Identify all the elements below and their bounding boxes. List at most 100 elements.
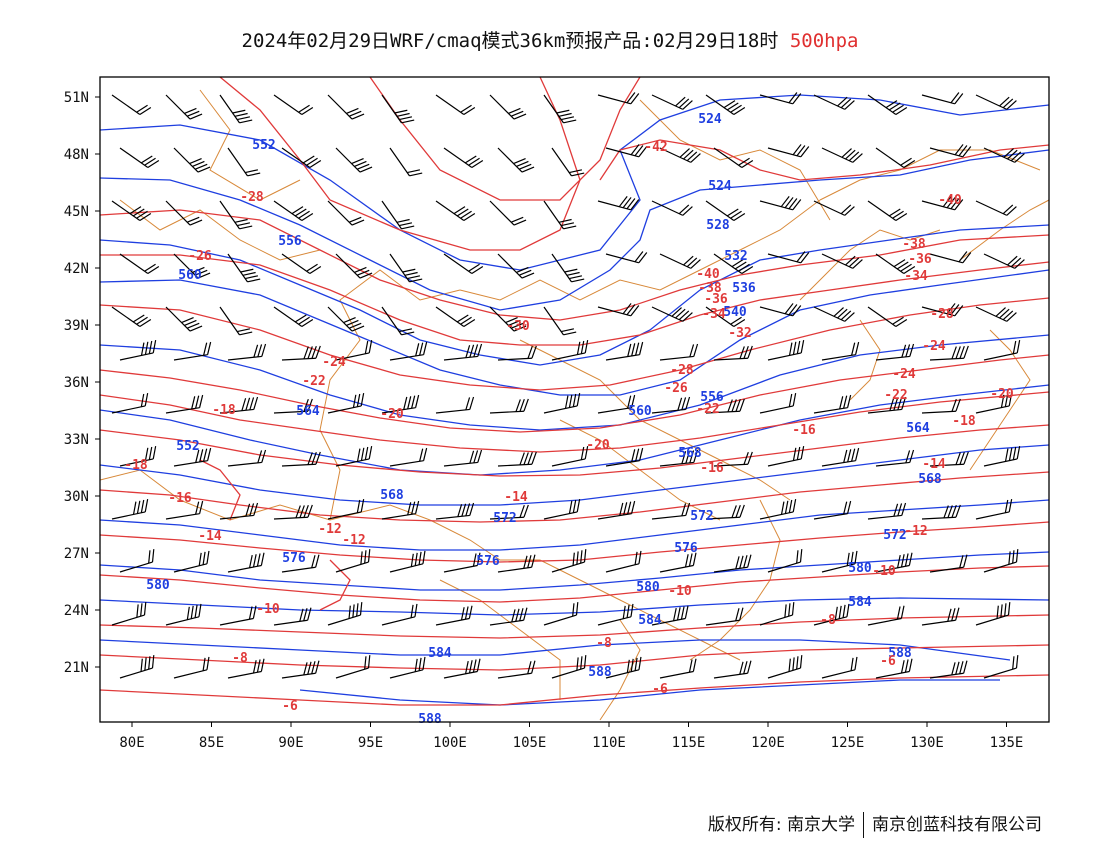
wind-barb	[813, 394, 852, 414]
contour-label: 560	[628, 404, 652, 419]
wind-barb	[975, 393, 1013, 414]
wind-barb	[543, 602, 579, 626]
contour-label: -24	[922, 339, 946, 354]
wind-barb	[435, 396, 475, 414]
wind-barb	[713, 147, 754, 169]
wind-barb	[227, 449, 267, 467]
wind-barb	[921, 504, 961, 520]
wind-barb	[111, 200, 152, 222]
wind-barb	[443, 253, 484, 275]
lon-tick-label: 120E	[751, 735, 785, 751]
wind-barb	[443, 552, 481, 573]
wind-barb	[335, 655, 371, 679]
title-main: 2024年02月29日WRF/cmaq模式36km预报产品:02月29日18时	[241, 30, 779, 52]
wind-barb	[273, 607, 312, 626]
wind-barb	[173, 656, 210, 679]
contour-label: -38	[698, 281, 722, 296]
contour-label: -16	[700, 461, 724, 476]
contour-label: -42	[644, 140, 667, 155]
wind-barb	[165, 306, 203, 332]
lon-tick-label: 135E	[990, 735, 1024, 751]
wind-barb	[651, 306, 693, 322]
contour-label: 568	[678, 446, 702, 461]
contour-label: -16	[792, 423, 816, 438]
copyright-right: 南京创蓝科技有限公司	[872, 815, 1042, 835]
wind-barb	[327, 306, 365, 332]
wind-barb	[983, 549, 1019, 573]
contour-label: 576	[674, 541, 698, 556]
wind-barb	[597, 394, 636, 414]
wind-barb	[227, 552, 265, 573]
lat-tick-label: 30N	[64, 489, 89, 505]
contour-label: 576	[476, 554, 500, 569]
wind-barb	[551, 253, 585, 283]
contour-label: -26	[664, 381, 688, 396]
contour-label: 524	[698, 112, 722, 127]
temperature-contour-labels: -42-40-38-36-34-32-30-28-28-26-26-24-24-…	[124, 140, 1014, 714]
wind-barb	[227, 343, 267, 361]
wind-barb	[335, 147, 373, 173]
wind-barb	[165, 500, 204, 520]
wind-barb	[219, 502, 259, 520]
contour-label: -6	[282, 699, 298, 714]
wind-barb	[497, 345, 537, 361]
height-contours	[100, 94, 1049, 706]
wind-barb	[651, 396, 691, 414]
wind-barb	[605, 341, 644, 361]
lat-tick-label: 33N	[64, 432, 89, 448]
wind-barb	[605, 144, 648, 158]
wind-barb	[165, 200, 203, 226]
contour-label: -20	[380, 407, 404, 422]
wind-barb	[713, 451, 753, 467]
contour-label: 572	[690, 509, 713, 524]
wind-barb	[929, 345, 969, 361]
contour-label: -12	[318, 522, 341, 537]
wind-barb	[929, 660, 968, 679]
lat-tick-label: 42N	[64, 261, 89, 277]
wind-barb	[875, 147, 916, 169]
lon-tick-label: 85E	[199, 735, 224, 751]
wind-barb	[659, 343, 699, 361]
wind-barb	[605, 550, 642, 573]
wind-barb	[875, 552, 913, 573]
wind-barb	[219, 396, 259, 414]
contour-label: 524	[708, 179, 732, 194]
wind-barb	[597, 500, 636, 520]
wind-barb	[551, 147, 585, 177]
wind-barb	[551, 446, 589, 467]
copyright-left: 版权所有: 南京大学	[707, 815, 855, 835]
wind-barb	[597, 92, 640, 105]
contour-label: -16	[168, 491, 192, 506]
wind-barb	[605, 447, 644, 467]
lat-tick-label: 21N	[64, 660, 89, 676]
lon-tick-label: 100E	[433, 735, 467, 751]
contour-label: 556	[700, 390, 724, 405]
wind-barb	[929, 554, 968, 573]
contour-label: 580	[146, 578, 170, 593]
wind-barb	[867, 200, 908, 222]
wind-barb	[435, 605, 473, 626]
wind-barb	[165, 394, 204, 414]
contour-label: -34	[702, 307, 726, 322]
contour-label: -18	[952, 414, 976, 429]
contour-label: 560	[178, 268, 202, 283]
wind-barb	[821, 550, 858, 573]
wind-barb	[119, 655, 155, 679]
wind-barb	[921, 607, 960, 626]
contour-label: 584	[638, 613, 662, 628]
contour-label: -8	[232, 651, 248, 666]
wind-barb	[813, 306, 855, 322]
contour-label: -8	[596, 636, 612, 651]
wind-barb	[705, 398, 745, 414]
wind-barb	[597, 196, 640, 211]
wind-barb	[813, 94, 855, 110]
temperature-contours	[100, 77, 1049, 706]
wind-barb	[813, 603, 850, 626]
wind-barb	[543, 94, 577, 124]
contour-label: -10	[668, 584, 692, 599]
contour-label: -38	[902, 237, 926, 252]
wind-barb	[875, 343, 915, 361]
wind-barb	[929, 251, 972, 264]
wind-barb	[929, 144, 972, 158]
